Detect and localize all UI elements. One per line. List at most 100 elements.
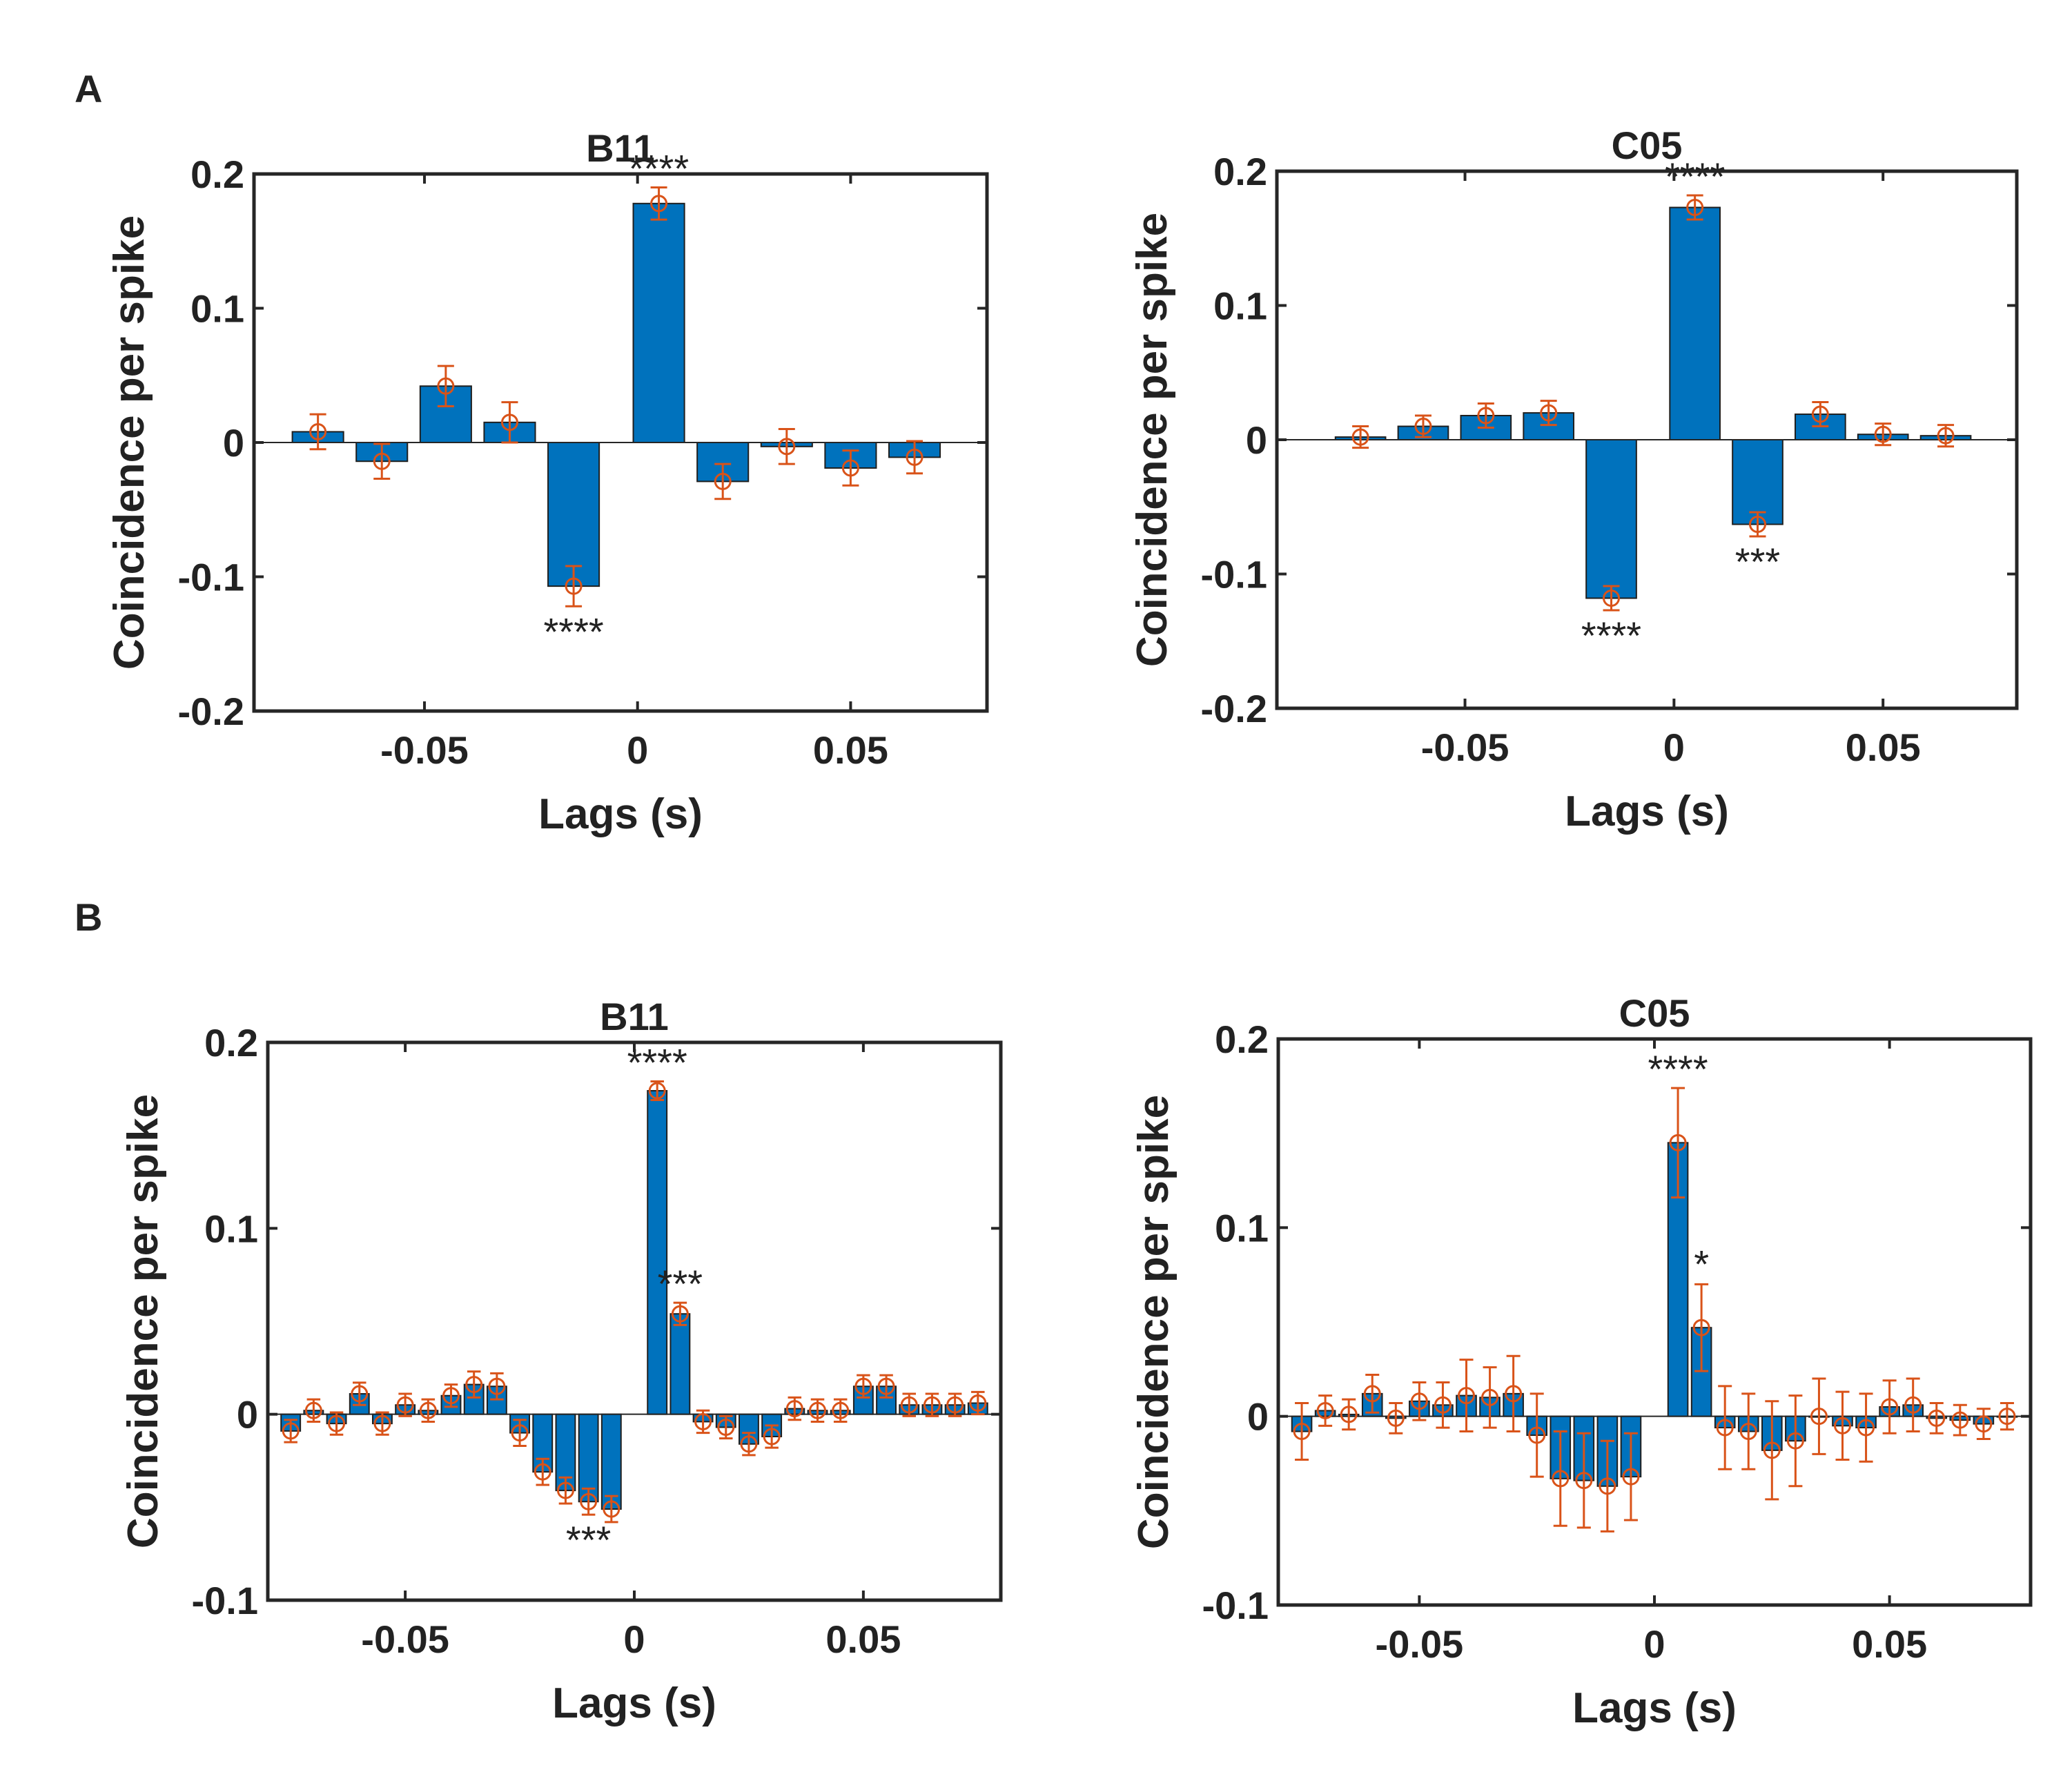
y-tick-label: 0	[237, 1393, 258, 1437]
data-point-marker	[1552, 1470, 1570, 1488]
data-point-marker	[1811, 405, 1829, 423]
y-tick-label: 0.2	[204, 1021, 258, 1064]
data-point-marker	[1387, 1409, 1405, 1427]
data-point-marker	[1575, 1472, 1593, 1490]
data-point-marker	[282, 1422, 300, 1440]
error-bar	[906, 440, 923, 475]
data-point-marker	[650, 195, 668, 213]
y-tick-label: 0.1	[1215, 1206, 1269, 1249]
y-tick-label: 0	[223, 421, 244, 465]
y-tick-label: 0.1	[1213, 284, 1267, 328]
data-point-marker	[511, 1424, 529, 1442]
x-tick-label: -0.05	[361, 1617, 449, 1661]
bar	[670, 1313, 691, 1415]
data-point-marker	[442, 1387, 460, 1405]
y-tick-label: 0.1	[190, 287, 244, 331]
error-bar	[1953, 1403, 1967, 1437]
data-point-marker	[1928, 1409, 1946, 1427]
x-axis-label: Lags (s)	[1572, 1684, 1737, 1732]
data-point-marker	[1477, 407, 1495, 425]
bar	[600, 1413, 622, 1510]
data-point-marker	[1739, 1423, 1757, 1441]
data-point-marker	[565, 577, 583, 595]
error-bar	[1859, 1392, 1873, 1463]
significance-annotation: ****	[627, 1041, 687, 1085]
error-bar	[309, 413, 326, 451]
data-point-marker	[832, 1401, 850, 1419]
error-bar	[1623, 1432, 1638, 1521]
data-point-marker	[1599, 1477, 1616, 1495]
chart-title: C05	[1619, 991, 1690, 1035]
error-bar	[650, 1080, 664, 1101]
data-point-marker	[1351, 428, 1369, 446]
data-point-marker	[373, 1414, 391, 1432]
data-point-marker	[809, 1401, 826, 1419]
error-bar	[1342, 1398, 1356, 1431]
error-bar	[1788, 1394, 1803, 1488]
y-tick-label: -0.1	[1201, 553, 1268, 596]
error-bar	[1389, 1402, 1403, 1435]
data-point-marker	[328, 1414, 346, 1432]
data-point-marker	[603, 1500, 620, 1518]
error-bar	[558, 1476, 573, 1505]
error-bar	[1906, 1377, 1920, 1433]
error-bar	[1576, 1432, 1591, 1529]
data-point-marker	[556, 1481, 574, 1499]
error-bar	[1835, 1390, 1850, 1461]
axes-frame	[266, 1040, 1003, 1602]
y-axis-label: Coincidence per spike	[1130, 1095, 1177, 1549]
data-point-marker	[1669, 1134, 1687, 1151]
data-point-marker	[1692, 1319, 1710, 1336]
x-axis-label: Lags (s)	[1565, 788, 1729, 835]
data-point-marker	[1540, 404, 1558, 422]
data-point-marker	[785, 1400, 803, 1418]
data-point-marker	[1857, 1419, 1875, 1437]
error-bar	[2000, 1402, 2014, 1431]
data-point-marker	[1528, 1426, 1546, 1444]
significance-annotation: ***	[566, 1518, 611, 1562]
x-tick-label: 0.05	[1846, 726, 1921, 769]
y-tick-label: -0.2	[178, 690, 245, 733]
data-point-marker	[1763, 1441, 1781, 1459]
error-bar	[1506, 1354, 1521, 1433]
significance-annotation: *	[1694, 1242, 1709, 1285]
error-bar	[501, 401, 518, 444]
data-point-marker	[1622, 1468, 1640, 1486]
bar	[1585, 439, 1637, 599]
y-tick-label: 0.2	[1215, 1018, 1269, 1061]
bar	[547, 442, 600, 587]
significance-annotation: ***	[658, 1262, 703, 1305]
chart-title: B11	[600, 995, 669, 1038]
y-axis-label: Coincidence per spike	[106, 215, 153, 670]
error-bar	[373, 442, 391, 480]
data-point-marker	[488, 1377, 506, 1395]
data-point-marker	[1414, 418, 1432, 436]
data-point-marker	[580, 1492, 598, 1510]
data-point-marker	[1505, 1385, 1523, 1403]
data-point-marker	[1363, 1385, 1381, 1403]
y-tick-label: -0.2	[1201, 687, 1268, 730]
data-point-marker	[1975, 1415, 1993, 1433]
data-point-marker	[465, 1376, 483, 1394]
x-tick-label: -0.05	[1376, 1622, 1464, 1666]
x-tick-label: 0.05	[1852, 1622, 1927, 1666]
error-bar	[1295, 1402, 1309, 1461]
bar	[1669, 206, 1721, 440]
panel-label-b: B	[75, 895, 102, 939]
significance-annotation: ***	[1735, 540, 1780, 583]
error-bar	[1365, 1374, 1380, 1414]
data-point-marker	[906, 448, 923, 466]
bar	[578, 1413, 599, 1503]
bar	[632, 202, 685, 443]
data-point-marker	[1881, 1398, 1899, 1416]
error-bar	[1483, 1366, 1497, 1429]
data-point-marker	[671, 1305, 689, 1323]
data-point-marker	[1951, 1411, 1969, 1429]
data-point-marker	[1748, 516, 1766, 534]
chart-title: C05	[1612, 124, 1683, 167]
data-point-marker	[900, 1396, 918, 1414]
significance-annotation: ****	[1648, 1047, 1708, 1091]
y-tick-label: 0	[1246, 418, 1267, 462]
